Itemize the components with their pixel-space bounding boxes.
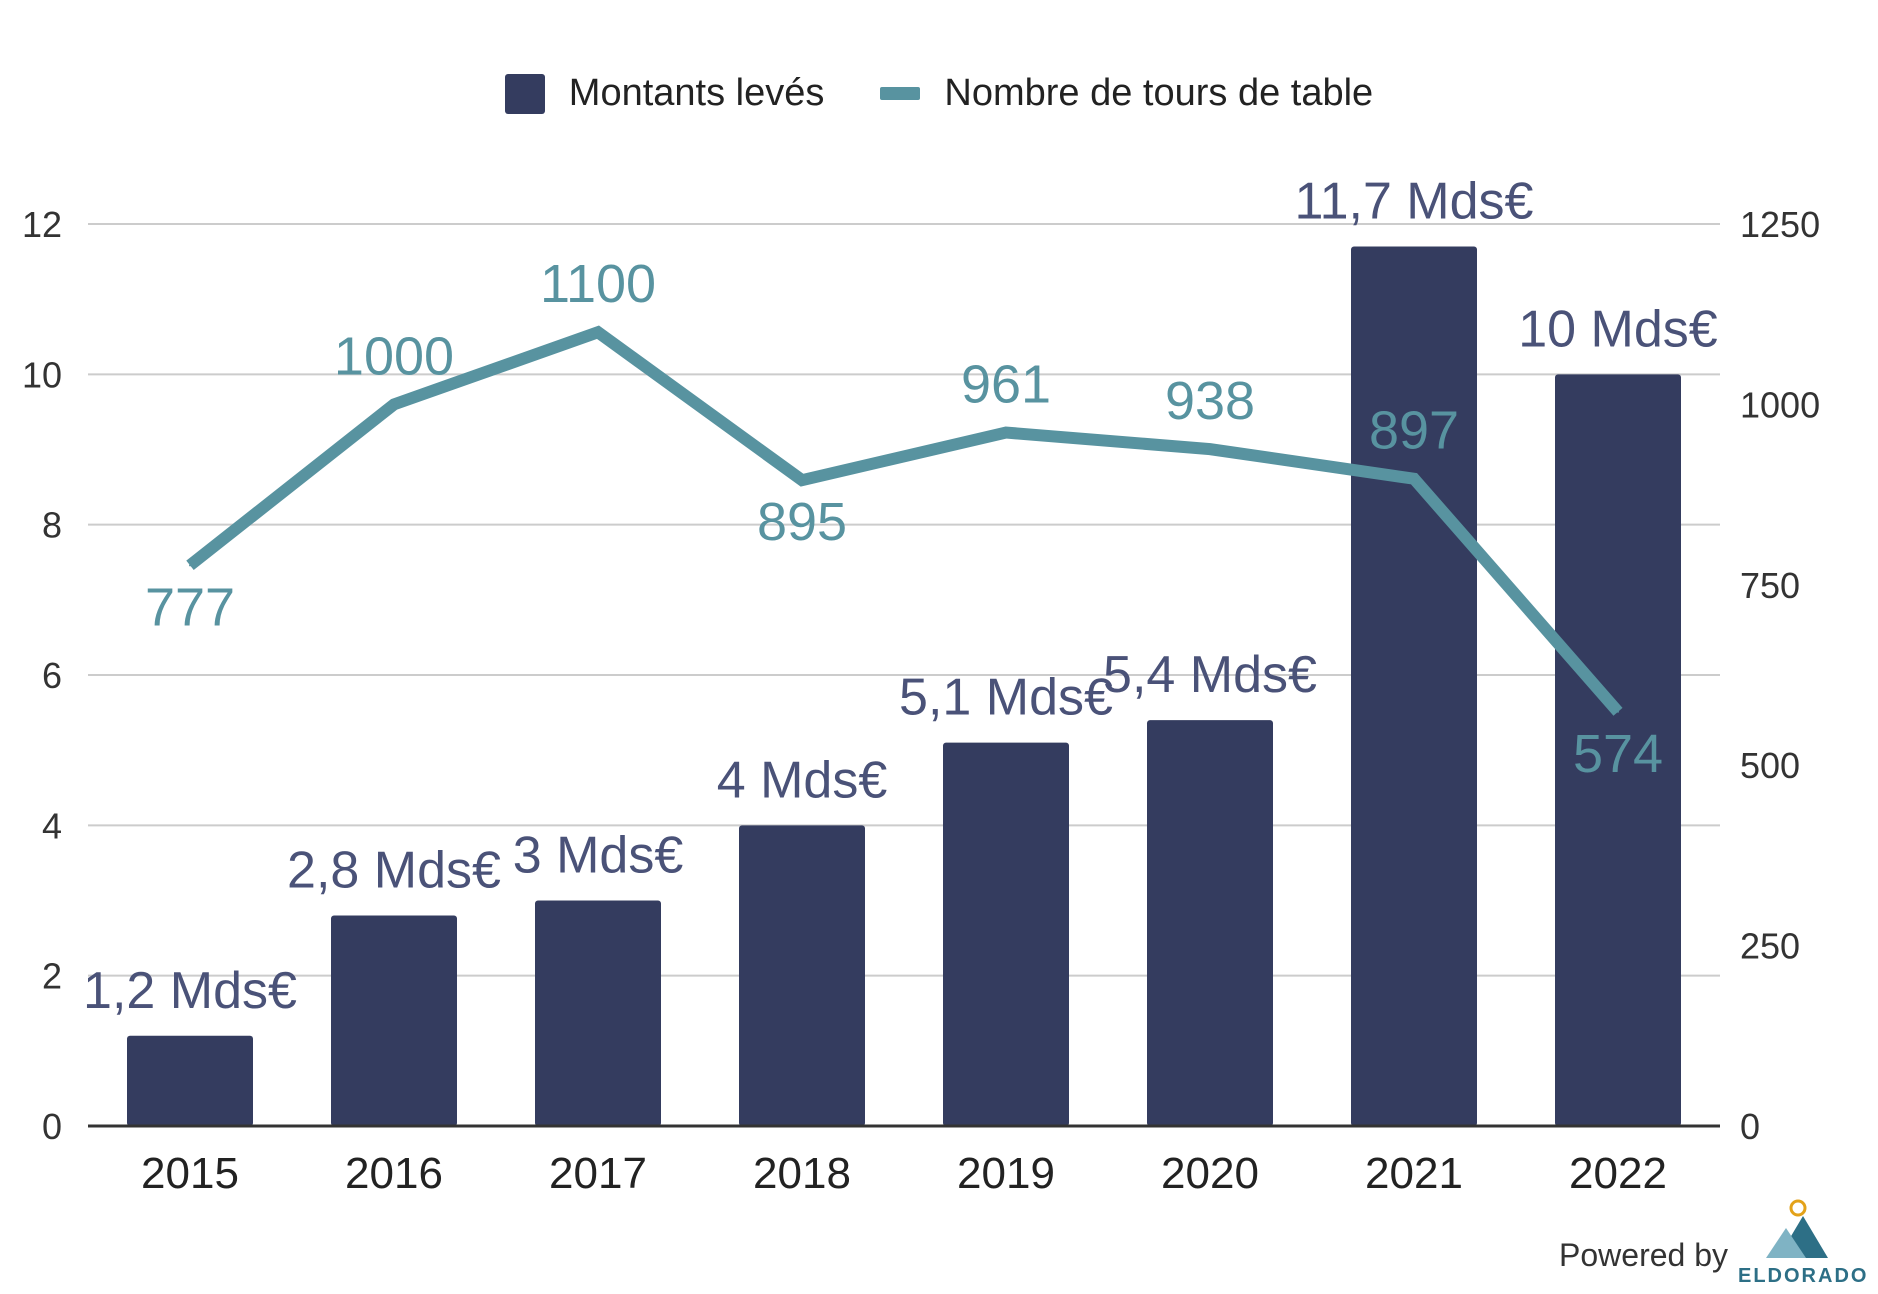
- bar: [943, 742, 1069, 1126]
- bar: [1351, 246, 1477, 1127]
- x-tick-label: 2022: [1569, 1149, 1667, 1198]
- legend-swatch-line: [880, 87, 921, 100]
- line-point: [393, 403, 395, 406]
- bar: [127, 1035, 253, 1126]
- y-right-tick-label: 1000: [1740, 384, 1820, 425]
- bar-data-label: 5,1 Mds€: [899, 669, 1113, 727]
- y-left-tick-label: 10: [22, 354, 62, 395]
- bar: [739, 825, 865, 1126]
- bar-data-label: 11,7 Mds€: [1295, 173, 1534, 231]
- legend: Montants levés Nombre de tours de table: [0, 72, 1878, 115]
- y-right-tick-label: 250: [1740, 926, 1800, 967]
- line-data-label: 574: [1573, 724, 1663, 784]
- bar-data-label: 2,8 Mds€: [287, 842, 501, 900]
- line-point: [1005, 431, 1007, 434]
- mountain-icon: [1766, 1199, 1828, 1258]
- legend-label-bar: Montants levés: [568, 72, 825, 114]
- x-tick-label: 2017: [549, 1149, 647, 1198]
- bar-data-label: 5,4 Mds€: [1103, 646, 1317, 704]
- bar: [535, 900, 661, 1126]
- logo-text: ELDORADO: [1738, 1265, 1869, 1287]
- line-data-label: 1100: [540, 254, 656, 314]
- legend-item-bar: Montants levés: [504, 72, 825, 115]
- x-tick-label: 2016: [345, 1149, 443, 1198]
- line-data-label: 961: [961, 355, 1051, 415]
- line-data-label: 897: [1369, 401, 1459, 461]
- legend-label-line: Nombre de tours de table: [944, 72, 1374, 114]
- bar-data-label: 4 Mds€: [717, 751, 888, 809]
- line-point: [801, 479, 803, 482]
- bar: [1147, 720, 1273, 1126]
- line-point: [1209, 448, 1211, 451]
- x-tick-label: 2021: [1365, 1149, 1463, 1198]
- line-point: [1617, 710, 1619, 713]
- bar: [331, 915, 457, 1126]
- line-data-label: 938: [1165, 371, 1255, 431]
- y-left-tick-label: 4: [42, 805, 62, 846]
- y-left-tick-label: 2: [42, 956, 62, 997]
- bar-data-label: 1,2 Mds€: [83, 962, 297, 1020]
- y-right-tick-label: 500: [1740, 745, 1800, 786]
- x-tick-label: 2019: [957, 1149, 1055, 1198]
- line-data-label: 777: [145, 577, 235, 637]
- line-data-label: 1000: [334, 326, 454, 386]
- legend-swatch-bar: [504, 73, 545, 114]
- bar: [1555, 374, 1681, 1126]
- line-point: [597, 331, 599, 334]
- powered-by-text: Powered by: [1559, 1237, 1728, 1273]
- line-point: [189, 564, 191, 567]
- y-left-tick-label: 6: [42, 655, 62, 696]
- line-series: [186, 325, 1623, 716]
- bar-data-label: 3 Mds€: [513, 827, 684, 885]
- y-right-tick-label: 1250: [1740, 204, 1820, 245]
- footer: Powered by ELDORADO: [1438, 1184, 1878, 1294]
- bar-data-label: 10 Mds€: [1518, 300, 1718, 358]
- y-left-tick-label: 8: [42, 505, 62, 546]
- line-point: [1413, 477, 1415, 480]
- x-tick-label: 2015: [141, 1149, 239, 1198]
- y-right-tick-label: 750: [1740, 565, 1800, 606]
- x-tick-label: 2018: [753, 1149, 851, 1198]
- legend-item-line: Nombre de tours de table: [880, 72, 1373, 115]
- y-right-tick-label: 0: [1740, 1106, 1760, 1147]
- eldorado-logo: ELDORADO: [1738, 1198, 1868, 1288]
- x-tick-label: 2020: [1161, 1149, 1259, 1198]
- y-left-tick-label: 0: [42, 1106, 62, 1147]
- y-left-tick-label: 12: [22, 204, 62, 245]
- line-data-label: 895: [757, 492, 847, 552]
